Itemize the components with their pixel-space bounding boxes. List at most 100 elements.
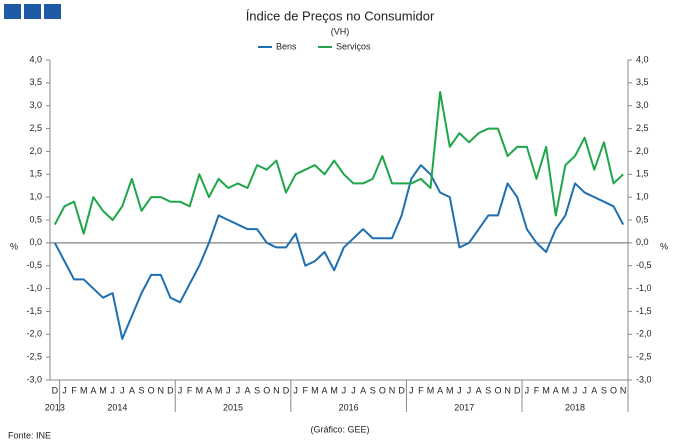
x-tick-label: S bbox=[139, 385, 145, 395]
source: Fonte: INE bbox=[8, 430, 51, 440]
x-tick-label: D bbox=[167, 385, 174, 395]
x-tick-label: M bbox=[215, 385, 223, 395]
legend-label: Serviços bbox=[336, 41, 371, 51]
x-tick-label: J bbox=[573, 385, 578, 395]
x-tick-label: J bbox=[236, 385, 241, 395]
y2-axis-label: % bbox=[660, 241, 668, 251]
y-tick-label: -1,5 bbox=[26, 306, 42, 316]
x-tick-label: J bbox=[62, 385, 67, 395]
y2-tick-label: 2,0 bbox=[636, 146, 649, 156]
x-tick-label: N bbox=[158, 385, 165, 395]
x-tick-label: F bbox=[71, 385, 77, 395]
y-tick-label: 3,0 bbox=[29, 100, 42, 110]
x-tick-label: F bbox=[534, 385, 540, 395]
x-tick-label: A bbox=[129, 385, 135, 395]
x-tick-label: M bbox=[330, 385, 338, 395]
x-tick-label: A bbox=[437, 385, 443, 395]
y-tick-label: -0,5 bbox=[26, 260, 42, 270]
x-tick-label: M bbox=[542, 385, 550, 395]
y-tick-label: 0,5 bbox=[29, 214, 42, 224]
y2-tick-label: -1,0 bbox=[636, 283, 652, 293]
y-tick-label: 2,5 bbox=[29, 123, 42, 133]
x-tick-label: J bbox=[342, 385, 347, 395]
y-axis-label: % bbox=[10, 241, 18, 251]
y2-tick-label: -2,0 bbox=[636, 329, 652, 339]
x-tick-label: J bbox=[120, 385, 125, 395]
series-line bbox=[53, 91, 624, 235]
y-tick-label: 2,0 bbox=[29, 146, 42, 156]
x-tick-label: D bbox=[283, 385, 290, 395]
y2-tick-label: -3,0 bbox=[636, 374, 652, 384]
credit: (Gráfico: GEE) bbox=[310, 424, 369, 434]
x-tick-label: N bbox=[620, 385, 627, 395]
y2-tick-label: 3,5 bbox=[636, 77, 649, 87]
x-tick-label: S bbox=[485, 385, 491, 395]
x-tick-label: J bbox=[409, 385, 414, 395]
x-tick-label: O bbox=[379, 385, 386, 395]
x-tick-label: J bbox=[525, 385, 530, 395]
x-tick-label: N bbox=[504, 385, 511, 395]
x-tick-label: D bbox=[52, 385, 59, 395]
x-tick-label: A bbox=[591, 385, 597, 395]
logo-square bbox=[24, 4, 41, 19]
x-tick-label: S bbox=[254, 385, 260, 395]
series-line bbox=[53, 164, 625, 340]
y-tick-label: 1,0 bbox=[29, 192, 42, 202]
x-tick-label: A bbox=[206, 385, 212, 395]
logo-square bbox=[44, 4, 61, 19]
year-label: 2016 bbox=[339, 402, 359, 412]
x-tick-label: D bbox=[514, 385, 521, 395]
y2-tick-label: 2,5 bbox=[636, 123, 649, 133]
y-tick-label: 1,5 bbox=[29, 169, 42, 179]
x-tick-label: A bbox=[244, 385, 250, 395]
x-tick-label: J bbox=[293, 385, 298, 395]
x-tick-label: J bbox=[467, 385, 472, 395]
y-tick-label: -2,5 bbox=[26, 352, 42, 362]
x-tick-label: D bbox=[398, 385, 405, 395]
x-tick-label: M bbox=[99, 385, 107, 395]
x-tick-label: A bbox=[360, 385, 366, 395]
x-tick-label: A bbox=[90, 385, 96, 395]
x-tick-label: M bbox=[562, 385, 570, 395]
x-tick-label: J bbox=[582, 385, 587, 395]
y-tick-label: 0,0 bbox=[29, 237, 42, 247]
x-tick-label: M bbox=[311, 385, 319, 395]
y-tick-label: 4,0 bbox=[29, 54, 42, 64]
y2-tick-label: 3,0 bbox=[636, 100, 649, 110]
x-tick-label: O bbox=[263, 385, 270, 395]
x-tick-label: N bbox=[389, 385, 396, 395]
x-tick-label: M bbox=[196, 385, 204, 395]
x-tick-label: F bbox=[187, 385, 193, 395]
x-tick-label: M bbox=[80, 385, 88, 395]
x-tick-label: A bbox=[476, 385, 482, 395]
x-tick-label: F bbox=[303, 385, 309, 395]
y-tick-label: 3,5 bbox=[29, 77, 42, 87]
chart-title: Índice de Preços no Consumidor bbox=[246, 8, 435, 23]
y-tick-label: -3,0 bbox=[26, 374, 42, 384]
y2-tick-label: -2,5 bbox=[636, 352, 652, 362]
x-tick-label: O bbox=[494, 385, 501, 395]
x-tick-label: J bbox=[110, 385, 115, 395]
y2-tick-label: 4,0 bbox=[636, 54, 649, 64]
x-tick-label: O bbox=[148, 385, 155, 395]
x-tick-label: N bbox=[273, 385, 280, 395]
year-label: 2018 bbox=[565, 402, 585, 412]
x-tick-label: F bbox=[418, 385, 424, 395]
x-tick-label: S bbox=[601, 385, 607, 395]
x-tick-label: J bbox=[226, 385, 231, 395]
y2-tick-label: 1,0 bbox=[636, 192, 649, 202]
x-tick-label: J bbox=[457, 385, 462, 395]
logo-square bbox=[4, 4, 21, 19]
year-label: 2014 bbox=[107, 402, 127, 412]
x-tick-label: S bbox=[370, 385, 376, 395]
y-tick-label: -1,0 bbox=[26, 283, 42, 293]
x-tick-label: M bbox=[427, 385, 435, 395]
y2-tick-label: -0,5 bbox=[636, 260, 652, 270]
x-tick-label: O bbox=[610, 385, 617, 395]
year-label: 2017 bbox=[454, 402, 474, 412]
y2-tick-label: 0,5 bbox=[636, 214, 649, 224]
x-tick-label: J bbox=[178, 385, 183, 395]
year-label: 2013 bbox=[45, 402, 65, 412]
legend-label: Bens bbox=[276, 41, 297, 51]
